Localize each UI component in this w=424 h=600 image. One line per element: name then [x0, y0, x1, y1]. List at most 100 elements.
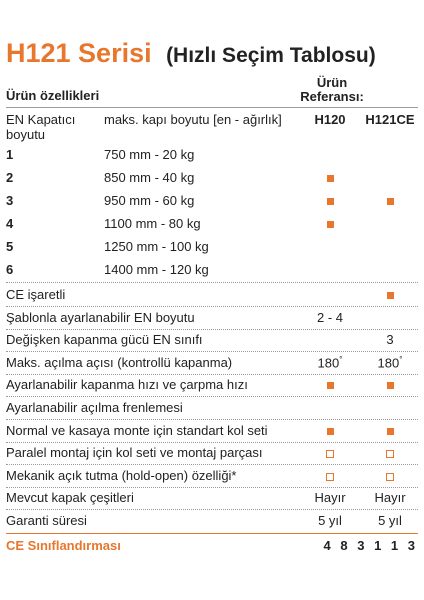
size-number: 6	[6, 262, 14, 277]
feature-label: Mekanik açık tutma (hold-open) özelliği*	[6, 468, 237, 483]
ce-classification-label: CE Sınıflandırması	[6, 538, 121, 553]
row-separator	[6, 442, 418, 443]
ce-classification-code: 4 8 3 1 1 3	[323, 538, 418, 553]
cell-value: 3	[386, 332, 394, 347]
h121ce-cell	[362, 445, 418, 460]
feature-row: Şablonla ayarlanabilir EN boyutu 2 - 4	[6, 310, 418, 327]
feature-label: Şablonla ayarlanabilir EN boyutu	[6, 310, 195, 325]
size-spec: 1400 mm - 120 kg	[104, 262, 209, 277]
h120-cell: 180°	[302, 355, 358, 370]
row-separator	[6, 282, 418, 283]
feature-label: Mevcut kapak çeşitleri	[6, 490, 134, 505]
h121ce-cell: Hayır	[362, 490, 418, 505]
feature-label: Değişken kapanma gücü EN sınıfı	[6, 332, 203, 347]
row-separator	[6, 396, 418, 397]
series-title: H121 Serisi	[6, 38, 152, 68]
h121ce-cell	[362, 287, 418, 302]
row-separator	[6, 351, 418, 352]
intro-spec-label: maks. kapı boyutu [en - ağırlık]	[104, 112, 282, 127]
feature-label: Normal ve kasaya monte için standart kol…	[6, 423, 268, 438]
feature-label: Garanti süresi	[6, 513, 87, 528]
size-spec: 1250 mm - 100 kg	[104, 239, 209, 254]
size-row: 5 1250 mm - 100 kg	[6, 239, 418, 257]
size-spec: 950 mm - 60 kg	[104, 193, 195, 208]
filled-square-icon	[386, 198, 394, 206]
h121ce-cell: 3	[362, 332, 418, 347]
size-row: 2 850 mm - 40 kg	[6, 170, 418, 188]
cell-value: 180	[317, 355, 340, 371]
size-spec: 850 mm - 40 kg	[104, 170, 195, 185]
reference-header: Ürün Referansı:	[292, 76, 372, 104]
feature-row: Mevcut kapak çeşitleri Hayır Hayır	[6, 490, 418, 507]
degree-symbol: °	[399, 355, 403, 364]
size-row: 4 1100 mm - 80 kg	[6, 216, 418, 234]
feature-row: Garanti süresi 5 yıl 5 yıl	[6, 513, 418, 530]
cell-value: Hayır	[314, 490, 346, 505]
feature-row: Değişken kapanma gücü EN sınıfı 3	[6, 332, 418, 349]
table-header: Ürün özellikleri Ürün Referansı:	[6, 76, 418, 106]
h120-column-label: H120	[314, 112, 346, 127]
size-row: 6 1400 mm - 120 kg	[6, 262, 418, 280]
h121ce-cell: 180°	[362, 355, 418, 370]
series-subtitle: (Hızlı Seçim Tablosu)	[166, 44, 376, 67]
cell-value: 5 yıl	[378, 513, 402, 528]
size-number: 1	[6, 147, 14, 162]
size-row: 1 750 mm - 20 kg	[6, 147, 418, 165]
filled-square-icon	[326, 198, 334, 206]
feature-label: CE işaretli	[6, 287, 66, 302]
cell-value: 2 - 4	[316, 310, 343, 325]
filled-square-icon	[386, 428, 394, 436]
h121ce-cell	[362, 423, 418, 438]
feature-label: Ayarlanabilir kapanma hızı ve çarpma hız…	[6, 377, 248, 392]
outline-square-icon	[386, 449, 394, 458]
feature-row: Paralel montaj için kol seti ve montaj p…	[6, 445, 418, 462]
h120-cell: 5 yıl	[302, 513, 358, 528]
filled-square-icon	[326, 428, 334, 436]
h120-cell: Hayır	[302, 490, 358, 505]
h121ce-column-label: H121CE	[365, 112, 415, 127]
h121ce-cell	[362, 468, 418, 483]
h120-cell	[302, 193, 358, 208]
size-number: 4	[6, 216, 14, 231]
feature-label: Maks. açılma açısı (kontrollü kapanma)	[6, 355, 233, 370]
features-header: Ürün özellikleri	[6, 88, 100, 103]
outline-square-icon	[326, 472, 334, 481]
size-number: 3	[6, 193, 14, 208]
filled-square-icon	[326, 175, 334, 183]
ce-rule	[6, 533, 418, 534]
feature-row: Normal ve kasaya monte için standart kol…	[6, 423, 418, 440]
reference-header-line1: Ürün	[316, 75, 348, 90]
size-number: 5	[6, 239, 14, 254]
filled-square-icon	[326, 221, 334, 229]
row-separator	[6, 306, 418, 307]
degree-symbol: °	[339, 355, 343, 364]
filled-square-icon	[386, 292, 394, 300]
filled-square-icon	[326, 382, 334, 390]
h120-cell: 2 - 4	[302, 310, 358, 325]
h120-cell	[302, 445, 358, 460]
page-title: H121 Serisi (Hızlı Seçim Tablosu)	[6, 38, 376, 68]
size-spec: 1100 mm - 80 kg	[104, 216, 201, 231]
h120-cell	[302, 216, 358, 231]
row-separator	[6, 487, 418, 488]
feature-row: Ayarlanabilir açılma frenlemesi	[6, 400, 418, 417]
feature-row: CE işaretli	[6, 287, 418, 304]
h121ce-cell	[362, 193, 418, 208]
filled-square-icon	[386, 382, 394, 390]
feature-label: Paralel montaj için kol seti ve montaj p…	[6, 445, 263, 460]
cell-value: Hayır	[374, 490, 406, 505]
intro-size-label-line1: EN Kapatıcı	[6, 112, 76, 127]
intro-size-label-line2: boyutu	[6, 127, 46, 142]
h120-cell	[302, 423, 358, 438]
size-number: 2	[6, 170, 14, 185]
reference-header-line2: Referansı:	[300, 89, 364, 104]
row-separator	[6, 509, 418, 510]
size-spec: 750 mm - 20 kg	[104, 147, 195, 162]
outline-square-icon	[386, 472, 394, 481]
row-separator	[6, 329, 418, 330]
feature-row: Mekanik açık tutma (hold-open) özelliği*	[6, 468, 418, 485]
header-rule	[6, 107, 418, 108]
h121ce-cell	[362, 377, 418, 392]
ce-classification-row: CE Sınıflandırması 4 8 3 1 1 3	[6, 538, 418, 554]
size-row: 3 950 mm - 60 kg	[6, 193, 418, 211]
